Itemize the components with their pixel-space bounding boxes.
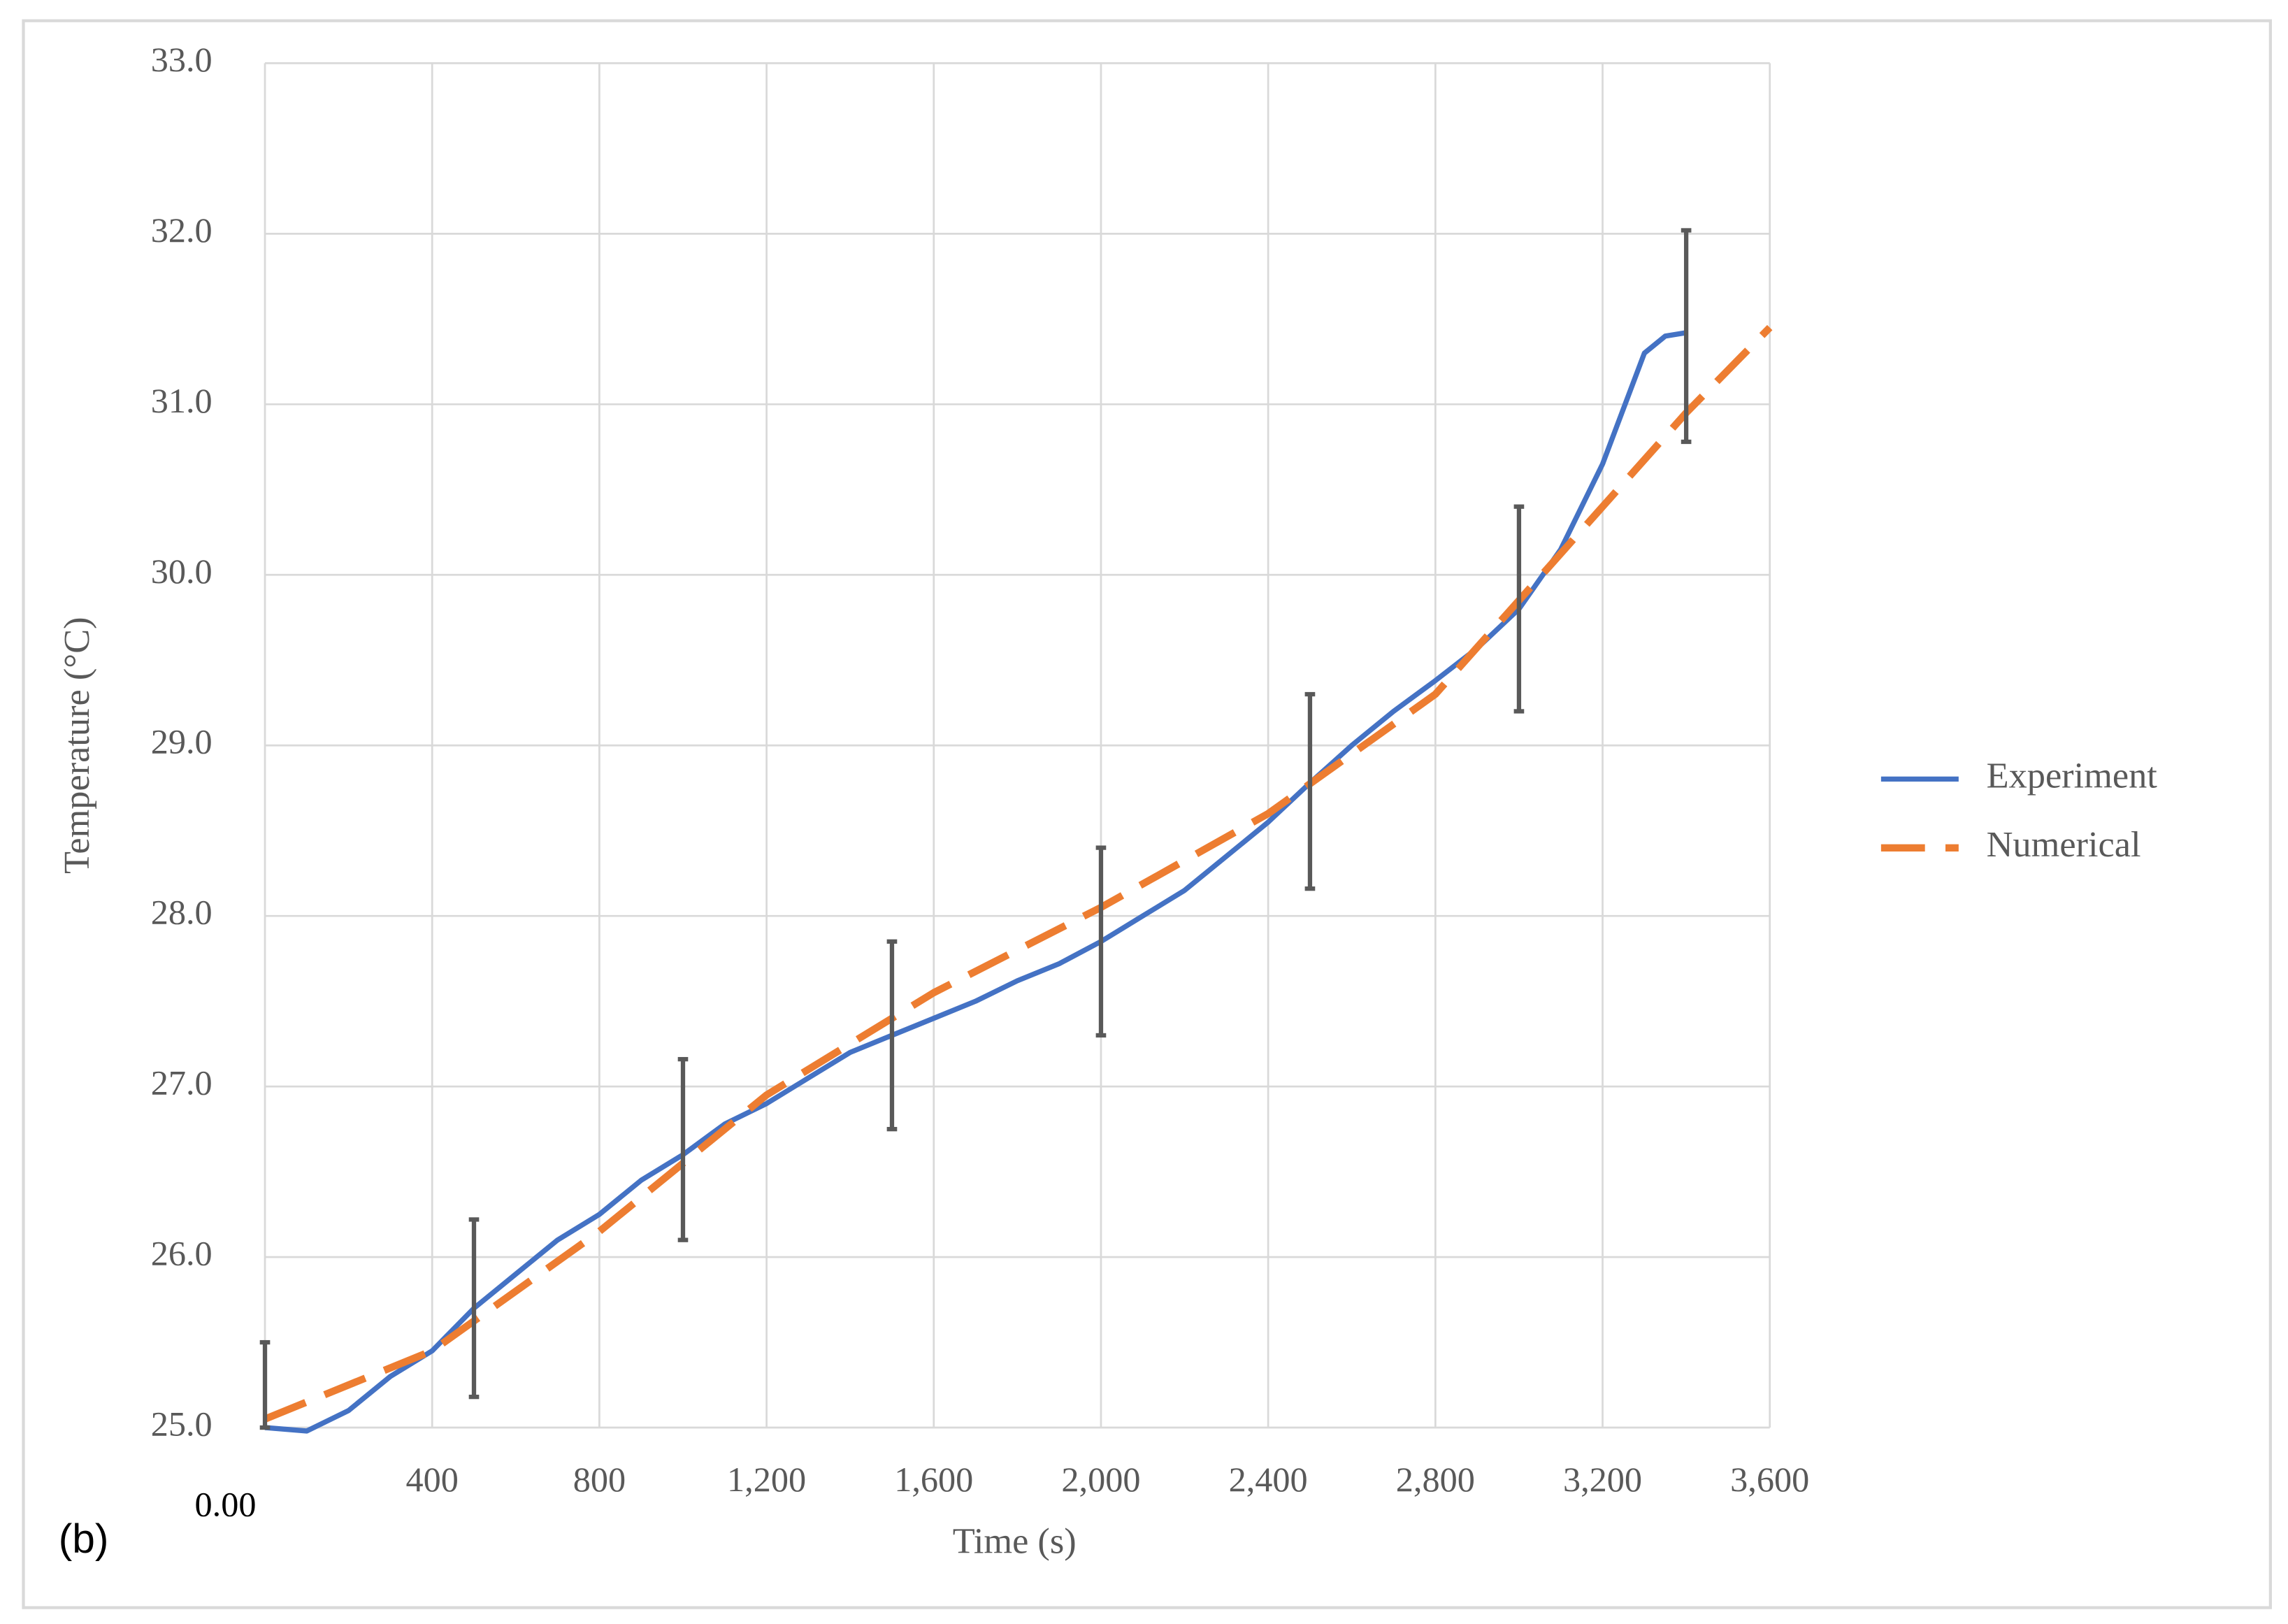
x-tick-label: 1,600 bbox=[894, 1460, 973, 1499]
x-tick-label: 1,200 bbox=[727, 1460, 806, 1499]
x-tick-label: 2,800 bbox=[1396, 1460, 1475, 1499]
y-tick-label: 30.0 bbox=[151, 552, 213, 591]
x-axis-label: Time (s) bbox=[953, 1521, 1077, 1562]
legend-label: Experiment bbox=[1987, 755, 2158, 796]
x-tick-label: 400 bbox=[406, 1460, 459, 1499]
y-tick-label: 26.0 bbox=[151, 1234, 213, 1273]
y-tick-label: 32.0 bbox=[151, 210, 213, 250]
y-tick-label: 29.0 bbox=[151, 722, 213, 761]
y-tick-label: 31.0 bbox=[151, 381, 213, 420]
y-axis-label: Temperature (°C) bbox=[57, 617, 97, 874]
x-tick-label: 3,600 bbox=[1730, 1460, 1809, 1499]
panel-label: (b) bbox=[59, 1516, 109, 1562]
y-tick-label: 25.0 bbox=[151, 1404, 213, 1444]
x-tick-label: 800 bbox=[573, 1460, 626, 1499]
series-line bbox=[264, 324, 1773, 1423]
y-tick-label: 27.0 bbox=[151, 1063, 213, 1102]
x-tick-label: 0.00 bbox=[195, 1485, 257, 1524]
y-tick-label: 28.0 bbox=[151, 893, 213, 932]
x-tick-label: 2,000 bbox=[1061, 1460, 1140, 1499]
y-tick-label: 33.0 bbox=[151, 40, 213, 79]
x-tick-label: 3,200 bbox=[1563, 1460, 1642, 1499]
legend-label: Numerical bbox=[1987, 824, 2141, 865]
x-tick-label: 2,400 bbox=[1229, 1460, 1308, 1499]
chart-frame bbox=[22, 19, 2272, 1609]
